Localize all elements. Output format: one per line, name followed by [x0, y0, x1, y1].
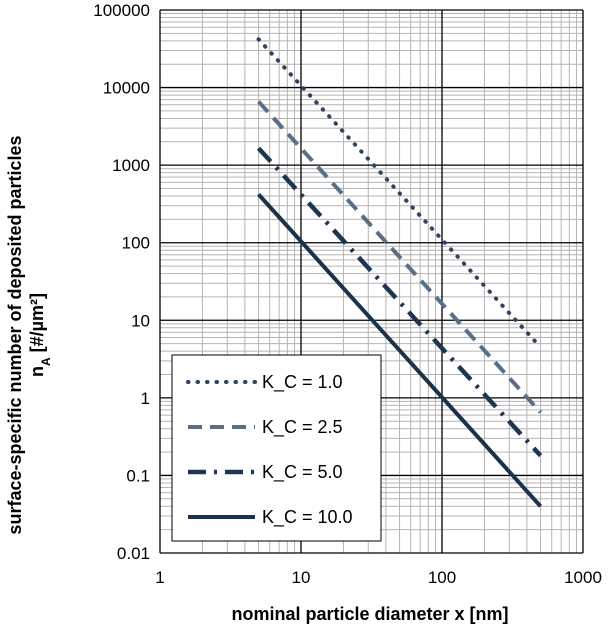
- y-tick-label: 10000: [103, 79, 150, 98]
- y-tick-label: 100: [122, 234, 150, 253]
- legend-label-3: K_C = 5.0: [262, 462, 343, 483]
- y-tick-label: 10: [131, 311, 150, 330]
- legend-label-1: K_C = 1.0: [262, 372, 343, 393]
- series-line-2: [257, 100, 543, 414]
- legend-label-4: K_C = 10.0: [262, 507, 353, 528]
- series-line-1: [256, 37, 543, 350]
- y-tick-label: 100000: [93, 1, 150, 20]
- x-tick-label: 1000: [564, 568, 602, 587]
- y-tick-label: 1000: [112, 156, 150, 175]
- x-tick-label: 1: [155, 568, 164, 587]
- x-tick-label: 10: [292, 568, 311, 587]
- y-axis-title-line-2: nA [#/µm²]: [27, 293, 53, 377]
- series-line-3: [256, 146, 543, 458]
- legend-label-2: K_C = 2.5: [262, 417, 343, 438]
- y-tick-label: 0.01: [117, 544, 150, 563]
- x-axis-title: nominal particle diameter x [nm]: [231, 604, 508, 624]
- y-axis-unit: [#/µm²]: [27, 293, 47, 357]
- x-tick-label: 100: [428, 568, 456, 587]
- y-axis-title-line-1: surface-specific number of deposited par…: [5, 135, 25, 534]
- y-axis-symbol: n: [27, 366, 47, 377]
- series-lines: [256, 37, 543, 508]
- y-axis-symbol-subscript: A: [39, 357, 53, 366]
- tick-labels: 1 10 100 1000 0.01 0.1 1 10 100 1000 10000 100000: [93, 1, 602, 587]
- y-tick-label: 0.1: [126, 466, 150, 485]
- series-line-4: [257, 193, 543, 508]
- y-tick-label: 1: [141, 389, 150, 408]
- y-axis-title: surface-specific number of deposited par…: [5, 135, 53, 534]
- legend: K_C = 1.0 K_C = 2.5 K_C = 5.0 K_C = 10.0: [171, 354, 382, 542]
- grid-lines: [159, 9, 584, 554]
- legend-box: [171, 354, 382, 542]
